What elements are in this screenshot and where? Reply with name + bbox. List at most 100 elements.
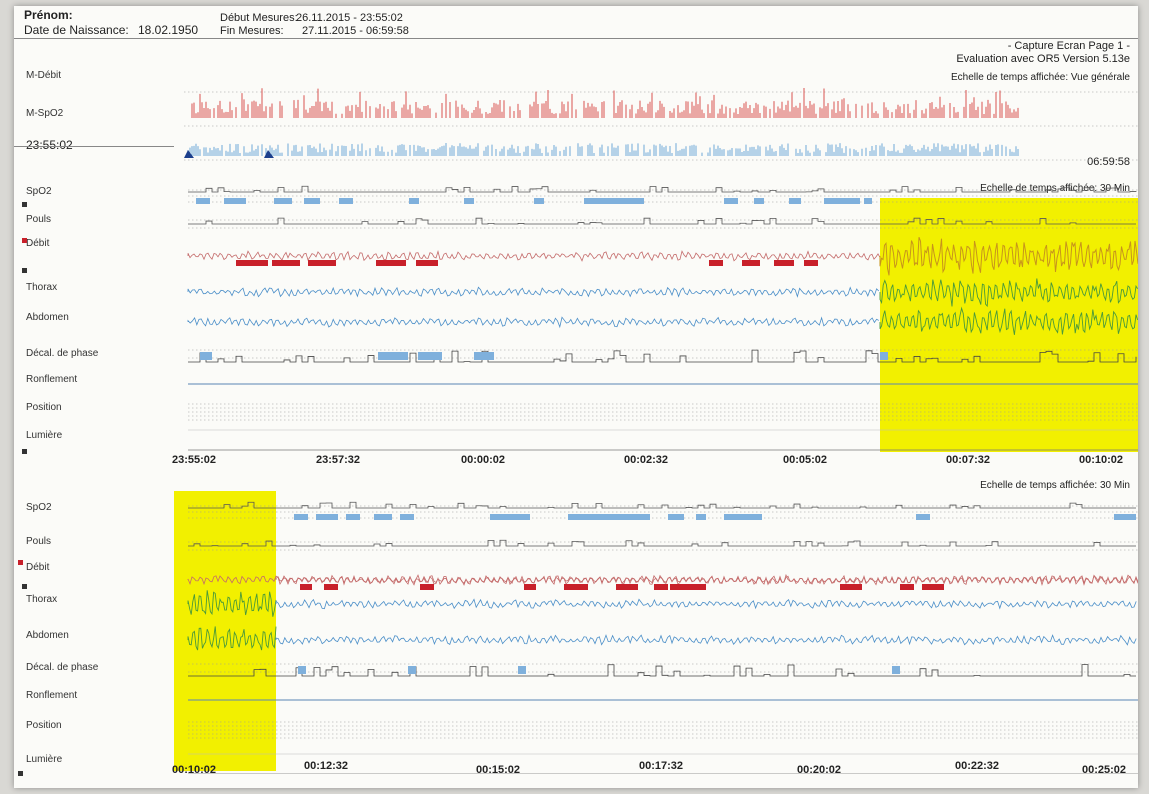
panel2-marker-thorax xyxy=(22,584,27,589)
panel2-phase-event-3 xyxy=(518,666,526,674)
panel1-scale: Echelle de temps affichée: 30 Min xyxy=(980,183,1130,194)
panel1-label-phase: Décal. de phase xyxy=(26,348,99,359)
panel1-debit-event-8 xyxy=(774,260,794,266)
panel2-label-thorax: Thorax xyxy=(26,594,58,605)
panel1-debit-trace-highlight xyxy=(879,236,1138,276)
panel2-phase-event-4 xyxy=(892,666,900,674)
panel2-debit-event-10 xyxy=(900,584,914,590)
panel1-debit-event-3 xyxy=(308,260,336,266)
overview-range-start-marker xyxy=(184,150,194,158)
panel1-phase-trace xyxy=(188,349,1137,363)
panel2-label-abdomen: Abdomen xyxy=(26,630,69,641)
header-divider xyxy=(14,38,1138,39)
software-version: Evaluation avec OR5 Version 5.13e xyxy=(956,53,1130,65)
panel1-label-spo2: SpO2 xyxy=(26,186,52,197)
panel2-tick-7: 00:25:02 xyxy=(1082,764,1127,776)
panel1-label-debit: Débit xyxy=(26,238,50,249)
panel1-tick-7: 00:10:02 xyxy=(1079,454,1124,466)
panel2-label-lumiere: Lumière xyxy=(26,754,63,765)
panel2-spo2-event-8 xyxy=(668,514,684,520)
overview-start-time: 23:55:02 xyxy=(26,138,73,152)
overview-divider xyxy=(14,146,174,147)
panel1-thorax-trace xyxy=(187,286,880,298)
panel2-chart xyxy=(187,501,1138,774)
panel2-tick-2: 00:12:32 xyxy=(304,760,349,772)
panel1-tick-1: 23:55:02 xyxy=(172,454,217,466)
panel1-chart xyxy=(187,185,1138,451)
panel1-spo2-event-9 xyxy=(584,198,644,204)
panel2-spo2-event-1 xyxy=(294,514,308,520)
panel2-debit-event-7 xyxy=(654,584,668,590)
panel1-spo2-event-2 xyxy=(224,198,246,204)
panel2-scale: Echelle de temps affichée: 30 Min xyxy=(980,480,1130,491)
panel2-debit-trace-rest xyxy=(275,573,1138,587)
panel2-phase-event-1 xyxy=(298,666,306,674)
panel1-debit-event-9 xyxy=(804,260,818,266)
panel2-debit-event-2 xyxy=(324,584,338,590)
panel1-label-position: Position xyxy=(26,402,62,413)
panel2-spo2-trace xyxy=(188,501,1136,509)
panel1-debit-event-4 xyxy=(376,260,406,266)
panel2-marker-lumiere xyxy=(18,771,23,776)
panel1-debit-event-6 xyxy=(709,260,723,266)
panel2-thorax-trace xyxy=(275,598,1137,610)
panel1-phase-event-5 xyxy=(880,352,888,360)
panel1-label-thorax: Thorax xyxy=(26,282,58,293)
capture-title: - Capture Ecran Page 1 - xyxy=(1007,40,1130,52)
panel2-spo2-event-2 xyxy=(316,514,338,520)
overview-label-debit: M-Débit xyxy=(26,70,62,81)
panel2-debit-event-9 xyxy=(840,584,862,590)
panel2-thorax-trace-highlight xyxy=(187,590,277,617)
overview-end-time: 06:59:58 xyxy=(1087,156,1130,168)
panel1-debit-event-1 xyxy=(236,260,268,266)
dob-value: 18.02.1950 xyxy=(138,23,199,37)
panel2-tick-6: 00:22:32 xyxy=(955,760,1000,772)
name-label: Prénom: xyxy=(24,8,73,22)
panel1-label-lumiere: Lumière xyxy=(26,430,63,441)
panel2-debit-event-11 xyxy=(922,584,944,590)
panel2-spo2-event-5 xyxy=(400,514,414,520)
panel2-marker-debit xyxy=(18,560,23,565)
panel2-spo2-event-11 xyxy=(916,514,930,520)
panel2-label-phase: Décal. de phase xyxy=(26,662,99,673)
panel1-abdomen-trace xyxy=(187,316,879,329)
overview-label-spo2: M-SpO2 xyxy=(26,108,64,119)
panel2-spo2-event-6 xyxy=(490,514,530,520)
panel2-abdomen-trace xyxy=(275,634,1137,646)
panel1-highlight xyxy=(880,198,1138,452)
panel1-label-abdomen: Abdomen xyxy=(26,312,69,323)
panel1-phase-event-1 xyxy=(200,352,212,360)
panel2-pouls-trace xyxy=(188,539,1136,547)
panel2-spo2-event-9 xyxy=(696,514,706,520)
panel1-spo2-event-10 xyxy=(724,198,738,204)
panel2-spo2-event-10 xyxy=(724,514,762,520)
panel1-debit-trace xyxy=(187,250,881,262)
panel2-debit-event-4 xyxy=(524,584,536,590)
panel1-phase-event-4 xyxy=(474,352,494,360)
panel1-thorax-trace-highlight xyxy=(879,278,1138,308)
panel2-label-pouls: Pouls xyxy=(26,536,52,547)
panel1-tick-5: 00:05:02 xyxy=(783,454,828,466)
panel1-marker-debit xyxy=(22,238,27,243)
panel1-marker-lumiere xyxy=(22,449,27,454)
panel1-debit-event-2 xyxy=(272,260,300,266)
panel1-spo2-event-6 xyxy=(409,198,419,204)
overview-scale: Echelle de temps affichée: Vue générale xyxy=(950,72,1130,83)
panel2-label-spo2: SpO2 xyxy=(26,502,52,513)
end-label: Fin Mesures: xyxy=(220,25,284,37)
panel2-spo2-event-12 xyxy=(1114,514,1136,520)
panel2-debit-event-8 xyxy=(670,584,706,590)
panel2-abdomen-trace-highlight xyxy=(187,626,277,651)
panel2-debit-event-1 xyxy=(300,584,312,590)
panel1-tick-4: 00:02:32 xyxy=(624,454,669,466)
dob-label: Date de Naissance: xyxy=(24,23,129,37)
panel1-marker-spo2 xyxy=(22,202,27,207)
start-label: Début Mesures: xyxy=(220,12,298,24)
panel2-tick-3: 00:15:02 xyxy=(476,764,521,776)
panel2-debit-event-5 xyxy=(564,584,588,590)
panel1-spo2-event-3 xyxy=(274,198,292,204)
panel1-abdomen-trace-highlight xyxy=(879,306,1138,335)
panel1-pouls-trace xyxy=(188,217,1136,225)
panel1-debit-event-5 xyxy=(416,260,438,266)
panel1-label-ronflement: Ronflement xyxy=(26,374,78,385)
